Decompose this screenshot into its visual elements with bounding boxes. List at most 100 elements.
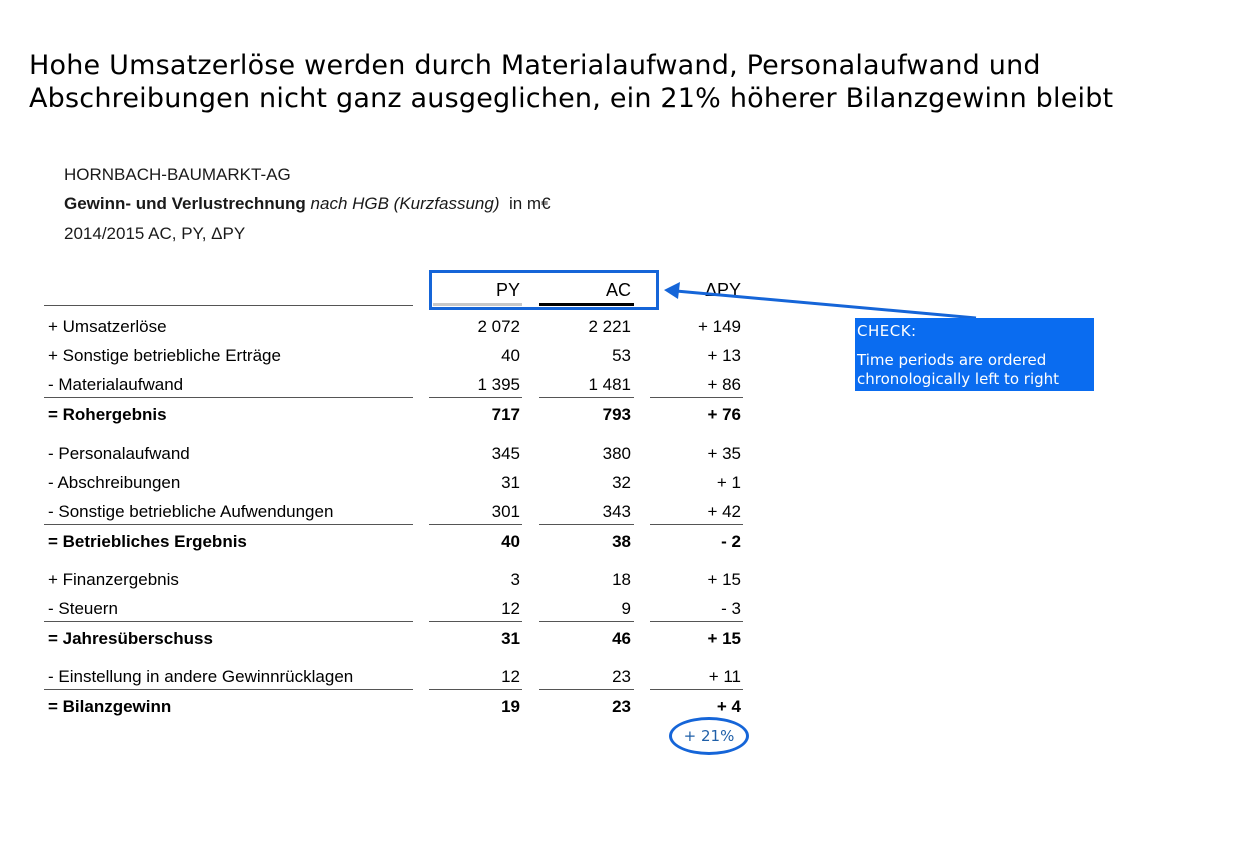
row-value-ac: 46 <box>612 629 631 648</box>
column-highlight-frame <box>429 270 659 310</box>
headline: Hohe Umsatzerlöse werden durch Materiala… <box>29 49 1219 115</box>
header-rule <box>44 305 413 306</box>
row-label: + Sonstige betriebliche Erträge <box>48 346 281 365</box>
table-row: = Rohergebnis 717 793 + 76 <box>0 401 760 427</box>
row-value-py: 345 <box>491 444 520 463</box>
row-value-ac: 343 <box>602 502 631 521</box>
row-value-dpy: + 15 <box>707 629 741 648</box>
company-name: HORNBACH-BAUMARKT-AG <box>64 165 291 184</box>
table-row: - Sonstige betriebliche Aufwendungen 301 3… <box>0 498 760 524</box>
table-row: + Sonstige betriebliche Erträge 40 53 + 13 <box>0 342 760 368</box>
row-value-ac: 32 <box>612 473 631 492</box>
row-label: + Finanzergebnis <box>48 570 179 589</box>
row-value-ac: 9 <box>621 599 631 618</box>
row-label: - Sonstige betriebliche Aufwendungen <box>48 502 334 521</box>
table-row: - Materialaufwand 1 395 1 481 + 86 <box>0 371 760 397</box>
row-value-dpy: + 13 <box>707 346 741 365</box>
row-value-ac: 53 <box>612 346 631 365</box>
row-value-ac: 380 <box>602 444 631 463</box>
row-value-dpy: + 1 <box>716 473 741 492</box>
table-row: = Bilanzgewinn 19 23 + 4 <box>0 693 760 719</box>
row-value-py: 40 <box>501 346 520 365</box>
subtotal-rule <box>539 524 634 525</box>
row-value-py: 31 <box>501 629 520 648</box>
row-value-dpy: + 86 <box>707 375 741 394</box>
row-value-dpy: - 2 <box>721 532 741 551</box>
subtotal-rule <box>44 621 413 622</box>
row-value-dpy: + 35 <box>707 444 741 463</box>
table-row: + Umsatzerlöse 2 072 2 221 + 149 <box>0 313 760 339</box>
check-text-2: chronologically left to right <box>857 370 1060 388</box>
growth-highlight: + 21% <box>669 717 749 755</box>
row-value-dpy: + 4 <box>716 697 741 716</box>
subtotal-rule <box>429 397 522 398</box>
row-value-ac: 2 221 <box>588 317 631 336</box>
check-callout: CHECK: Time periods are ordered chronolo… <box>855 318 1094 391</box>
subtotal-rule <box>44 397 413 398</box>
table-row: - Steuern 12 9 - 3 <box>0 595 760 621</box>
row-label: + Umsatzerlöse <box>48 317 167 336</box>
row-value-py: 19 <box>501 697 520 716</box>
row-value-py: 1 395 <box>477 375 520 394</box>
row-label: - Materialaufwand <box>48 375 184 394</box>
table-row: = Betriebliches Ergebnis 40 38 - 2 <box>0 528 760 554</box>
subtotal-rule <box>44 524 413 525</box>
row-value-py: 3 <box>510 570 520 589</box>
row-value-py: 12 <box>501 667 520 686</box>
row-value-py: 717 <box>491 405 520 424</box>
col-head-py: PY <box>495 280 520 300</box>
ac-header-bar <box>539 303 634 306</box>
subtotal-rule <box>539 689 634 690</box>
row-value-ac: 18 <box>612 570 631 589</box>
row-value-py: 12 <box>501 599 520 618</box>
period-line: 2014/2015 AC, PY, ΔPY <box>64 224 246 243</box>
row-label: = Bilanzgewinn <box>48 697 172 716</box>
row-value-dpy: + 15 <box>707 570 741 589</box>
row-value-ac: 1 481 <box>588 375 631 394</box>
row-value-dpy: + 149 <box>697 317 741 336</box>
row-label: - Personalaufwand <box>48 444 190 463</box>
subtotal-rule <box>429 621 522 622</box>
col-head-ac: AC <box>605 280 631 300</box>
headline-line-2: Abschreibungen nicht ganz ausgeglichen, … <box>29 83 1114 114</box>
row-label: = Jahresüberschuss <box>48 629 213 648</box>
row-value-py: 31 <box>501 473 520 492</box>
py-header-bar <box>433 303 522 306</box>
row-value-py: 301 <box>491 502 520 521</box>
row-value-dpy: + 42 <box>707 502 741 521</box>
table-row: - Einstellung in andere Gewinnrücklagen 1… <box>0 663 760 689</box>
row-value-dpy: + 11 <box>708 667 741 686</box>
check-text-1: Time periods are ordered <box>857 351 1047 369</box>
statement-title: Gewinn- und Verlustrechnung nach HGB (Ku… <box>64 194 551 214</box>
row-value-ac: 38 <box>612 532 631 551</box>
table-row: - Personalaufwand 345 380 + 35 <box>0 440 760 466</box>
row-label: - Steuern <box>48 599 118 618</box>
table-row: - Abschreibungen 31 32 + 1 <box>0 469 760 495</box>
row-label: = Rohergebnis <box>48 405 167 424</box>
subtotal-rule <box>539 621 634 622</box>
subtotal-rule <box>44 689 413 690</box>
statement-unit: in m€ <box>508 194 551 213</box>
subtotal-rule <box>539 397 634 398</box>
row-label: - Einstellung in andere Gewinnrücklagen <box>48 667 354 686</box>
row-label: - Abschreibungen <box>48 473 181 492</box>
subtotal-rule <box>650 621 743 622</box>
subtotal-rule <box>650 689 743 690</box>
row-value-ac: 23 <box>612 667 631 686</box>
row-value-ac: 23 <box>612 697 631 716</box>
check-title: CHECK: <box>857 322 917 340</box>
growth-value: + 21% <box>683 727 735 745</box>
statement-italic: nach HGB (Kurzfassung) <box>310 194 500 213</box>
row-value-py: 2 072 <box>477 317 520 336</box>
headline-line-1: Hohe Umsatzerlöse werden durch Materiala… <box>29 50 1041 81</box>
subtotal-rule <box>429 689 522 690</box>
row-value-ac: 793 <box>602 405 631 424</box>
statement-bold: Gewinn- und Verlustrechnung <box>64 194 306 213</box>
row-value-dpy: + 76 <box>707 405 741 424</box>
subtotal-rule <box>650 397 743 398</box>
subtotal-rule <box>650 524 743 525</box>
table-row: = Jahresüberschuss 31 46 + 15 <box>0 625 760 651</box>
row-value-py: 40 <box>501 532 520 551</box>
